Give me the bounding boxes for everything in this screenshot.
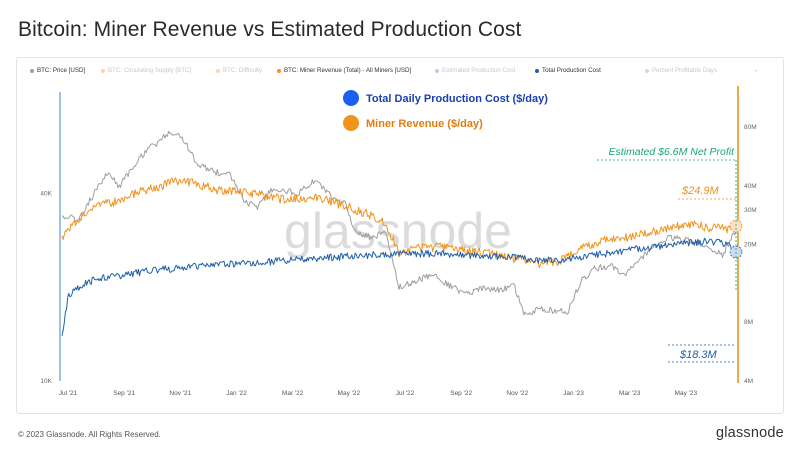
legend-item-difficulty[interactable]: BTC: Difficulty [216, 67, 262, 74]
glassnode-logo: glassnode [716, 425, 784, 441]
chart-title: Bitcoin: Miner Revenue vs Estimated Prod… [18, 18, 522, 41]
x-tick-label: May '22 [338, 390, 361, 397]
series-total-production-cost-line [61, 237, 737, 336]
x-tick-label: Nov '22 [506, 390, 528, 397]
x-tick-label: Jan '23 [563, 390, 584, 397]
legend-item-percent-profitable-days[interactable]: Percent Profitable Days [645, 67, 717, 74]
legend-dot-icon [535, 68, 539, 73]
legend-dot-icon [30, 68, 34, 73]
x-tick-label: Sep '21 [113, 390, 135, 397]
legend-item-total-production-cost[interactable]: Total Production Cost [535, 67, 601, 74]
y-right-tick-label: 8M [744, 319, 753, 326]
legend-label: BTC: Miner Revenue (Total) - All Miners … [284, 67, 412, 74]
x-tick-label: Mar '23 [619, 390, 641, 397]
legend-dot-icon [277, 68, 281, 73]
legend-label: BTC: Difficulty [223, 67, 263, 74]
x-tick-label: Jul '21 [59, 390, 78, 397]
y-right-tick-label: 80M [744, 124, 757, 131]
legend-item-miner-revenue[interactable]: BTC: Miner Revenue (Total) - All Miners … [277, 67, 411, 74]
legend-item-estimated-production-cost[interactable]: Estimated Production Cost [435, 67, 515, 74]
series-btc-price-line [61, 130, 737, 316]
legend-more-icon[interactable]: - [755, 67, 758, 75]
key-revenue-label: Miner Revenue ($/day) [366, 118, 483, 130]
legend-dot-icon [435, 68, 439, 73]
legend-dot-icon [101, 68, 105, 73]
legend-label: Total Production Cost [542, 67, 601, 74]
revenue-value-annotation: $24.9M [681, 185, 720, 197]
x-tick-label: Jan '22 [226, 390, 247, 397]
legend-label: Estimated Production Cost [442, 67, 516, 74]
legend-item-btc-price[interactable]: BTC: Price [USD] [30, 67, 85, 74]
legend-dot-icon [216, 68, 220, 73]
legend-label: Percent Profitable Days [652, 67, 717, 74]
y-right-tick-label: 30M [744, 207, 757, 214]
legend-item-circulating-supply[interactable]: BTC: Circulating Supply [BTC] [101, 67, 191, 74]
key-cost-label: Total Daily Production Cost ($/day) [366, 93, 548, 105]
y-right-tick-label: 40M [744, 183, 757, 190]
legend-dot-icon [645, 68, 649, 73]
key-cost-dot-icon [343, 90, 359, 106]
x-tick-label: Mar '22 [282, 390, 304, 397]
copyright-footer: © 2023 Glassnode. All Rights Reserved. [18, 430, 161, 439]
legend-label: BTC: Circulating Supply [BTC] [108, 67, 192, 74]
x-tick-label: Sep '22 [450, 390, 472, 397]
y-left-tick-label: 40K [40, 191, 52, 198]
y-right-tick-label: 20M [744, 242, 757, 249]
chart-legend: BTC: Price [USD] BTC: Circulating Supply… [30, 67, 770, 77]
x-tick-label: Jul '22 [396, 390, 415, 397]
key-revenue-dot-icon [343, 115, 359, 131]
y-right-tick-label: 4M [744, 378, 753, 385]
cost-value-annotation: $18.3M [679, 349, 718, 361]
legend-label: BTC: Price [USD] [37, 67, 86, 74]
x-tick-label: Nov '21 [169, 390, 191, 397]
net-profit-annotation: Estimated $6.6M Net Profit [609, 146, 736, 158]
x-tick-label: May '23 [675, 390, 698, 397]
y-left-tick-label: 10K [40, 378, 52, 385]
